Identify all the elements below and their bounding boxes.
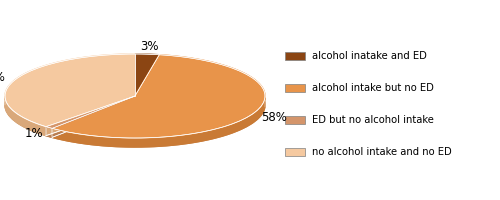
- Text: 58%: 58%: [261, 111, 286, 124]
- Text: 1%: 1%: [24, 127, 43, 140]
- Polygon shape: [52, 96, 135, 137]
- Polygon shape: [52, 98, 265, 147]
- Text: 3%: 3%: [140, 40, 158, 53]
- Polygon shape: [5, 54, 135, 127]
- FancyBboxPatch shape: [285, 116, 305, 124]
- FancyBboxPatch shape: [285, 148, 305, 156]
- Polygon shape: [135, 54, 160, 96]
- Ellipse shape: [5, 63, 265, 147]
- Text: alcohol inatake and ED: alcohol inatake and ED: [312, 51, 428, 61]
- Text: no alcohol intake and no ED: no alcohol intake and no ED: [312, 147, 452, 157]
- Polygon shape: [46, 127, 52, 137]
- Polygon shape: [5, 96, 46, 136]
- Text: 38%: 38%: [0, 71, 6, 84]
- Polygon shape: [46, 96, 135, 136]
- Text: ED but no alcohol intake: ED but no alcohol intake: [312, 115, 434, 125]
- FancyBboxPatch shape: [285, 84, 305, 92]
- FancyBboxPatch shape: [285, 52, 305, 60]
- Polygon shape: [52, 55, 265, 138]
- Polygon shape: [46, 96, 135, 136]
- Text: alcohol intake but no ED: alcohol intake but no ED: [312, 83, 434, 93]
- Polygon shape: [52, 96, 135, 137]
- Polygon shape: [46, 96, 135, 128]
